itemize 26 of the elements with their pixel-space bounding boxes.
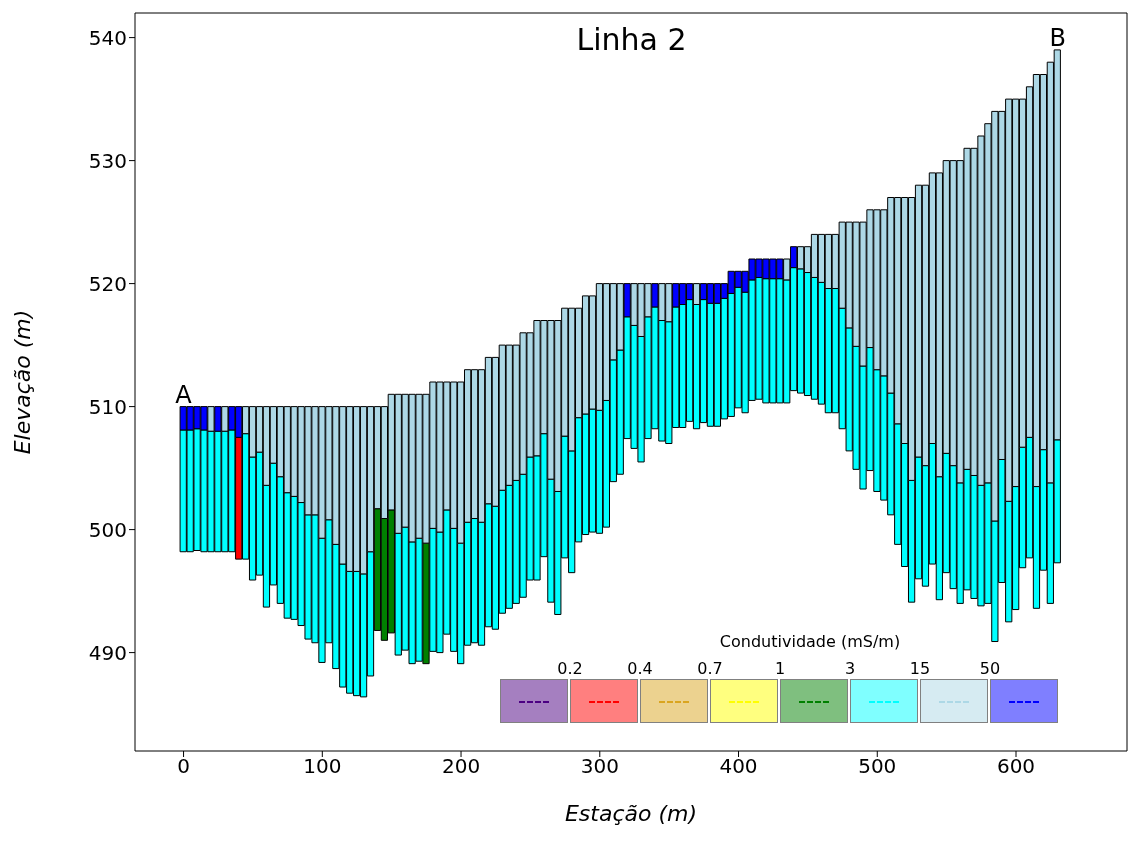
annotation: 0.7 xyxy=(696,659,724,678)
y-tick-label: 490 xyxy=(88,640,127,665)
annotation: 3 xyxy=(843,659,857,678)
annotation: 1 xyxy=(773,659,787,678)
annotation: B xyxy=(1049,23,1066,52)
y-tick-label: 500 xyxy=(88,517,127,542)
y-tick-label: 540 xyxy=(88,25,127,50)
annotation: 0.4 xyxy=(626,659,654,678)
annotation: 15 xyxy=(908,659,932,678)
x-tick-label: 500 xyxy=(858,754,897,779)
x-tick-label: 200 xyxy=(441,754,481,779)
x-tick-label: 0 xyxy=(177,754,190,779)
x-tick-label: 400 xyxy=(719,754,758,779)
annotation: 0.2 xyxy=(556,659,584,678)
chart-title: Linha 2 xyxy=(576,22,687,57)
y-axis-title: Elevação (m) xyxy=(9,309,35,455)
x-axis-title: Estação (m) xyxy=(564,801,698,826)
legend-title: Condutividade (mS/m) xyxy=(718,632,902,651)
x-tick-label: 600 xyxy=(996,754,1036,779)
y-tick-label: 520 xyxy=(88,271,127,296)
x-tick-label: 300 xyxy=(580,754,619,779)
annotation: A xyxy=(175,380,193,409)
x-tick-label: 100 xyxy=(303,754,342,779)
annotation: 50 xyxy=(978,659,1002,678)
y-tick-label: 530 xyxy=(88,148,127,173)
y-tick-label: 510 xyxy=(88,394,127,419)
